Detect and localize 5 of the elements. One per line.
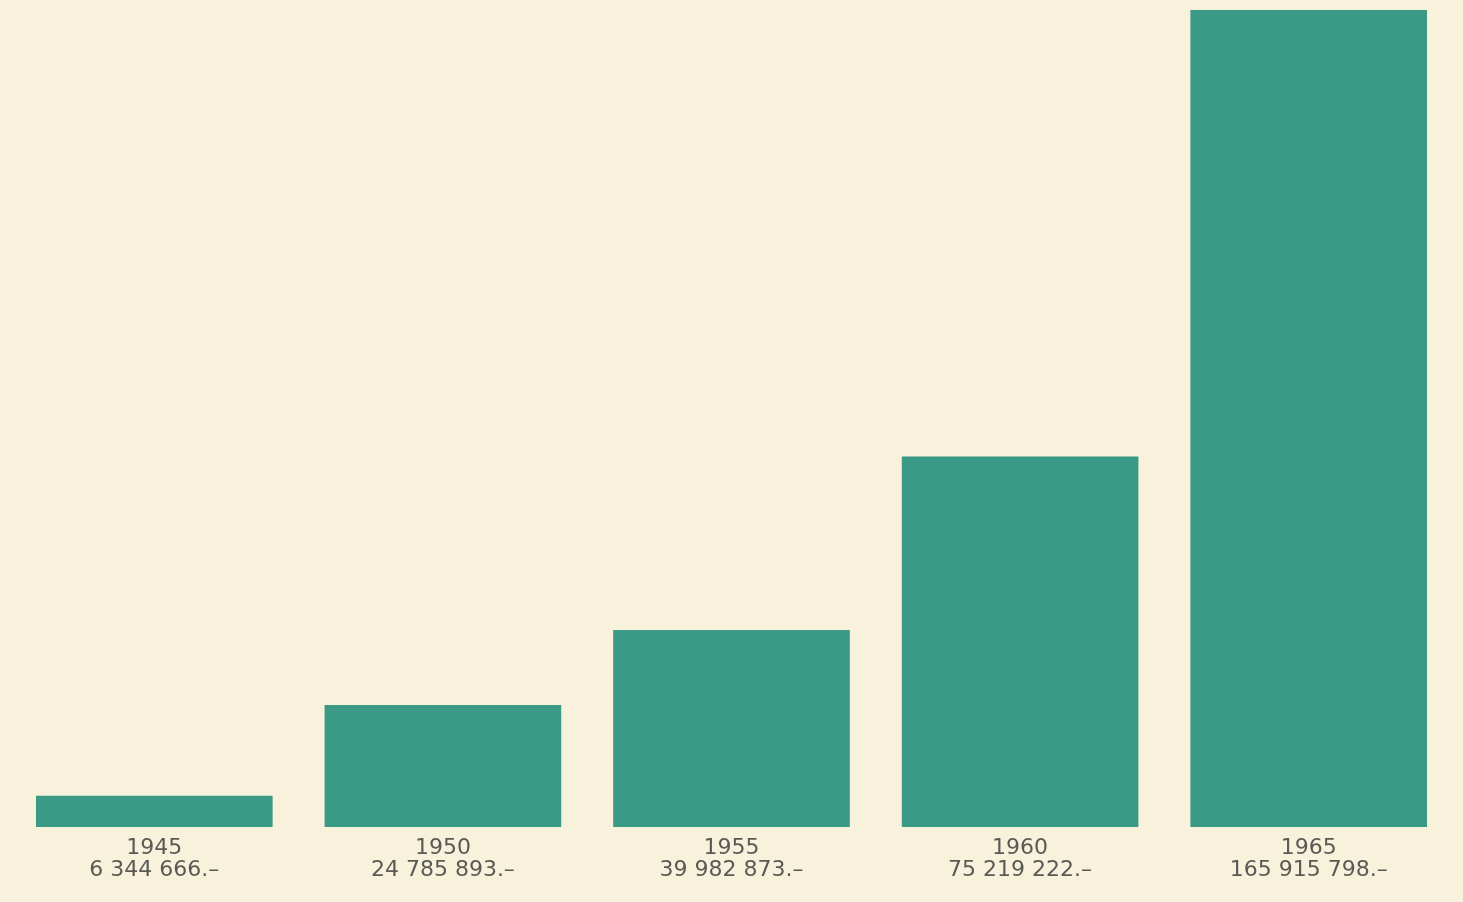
bar bbox=[1190, 10, 1428, 827]
bar bbox=[35, 795, 273, 827]
bar bbox=[613, 630, 850, 827]
bar bbox=[324, 704, 562, 827]
bar bbox=[901, 456, 1139, 827]
